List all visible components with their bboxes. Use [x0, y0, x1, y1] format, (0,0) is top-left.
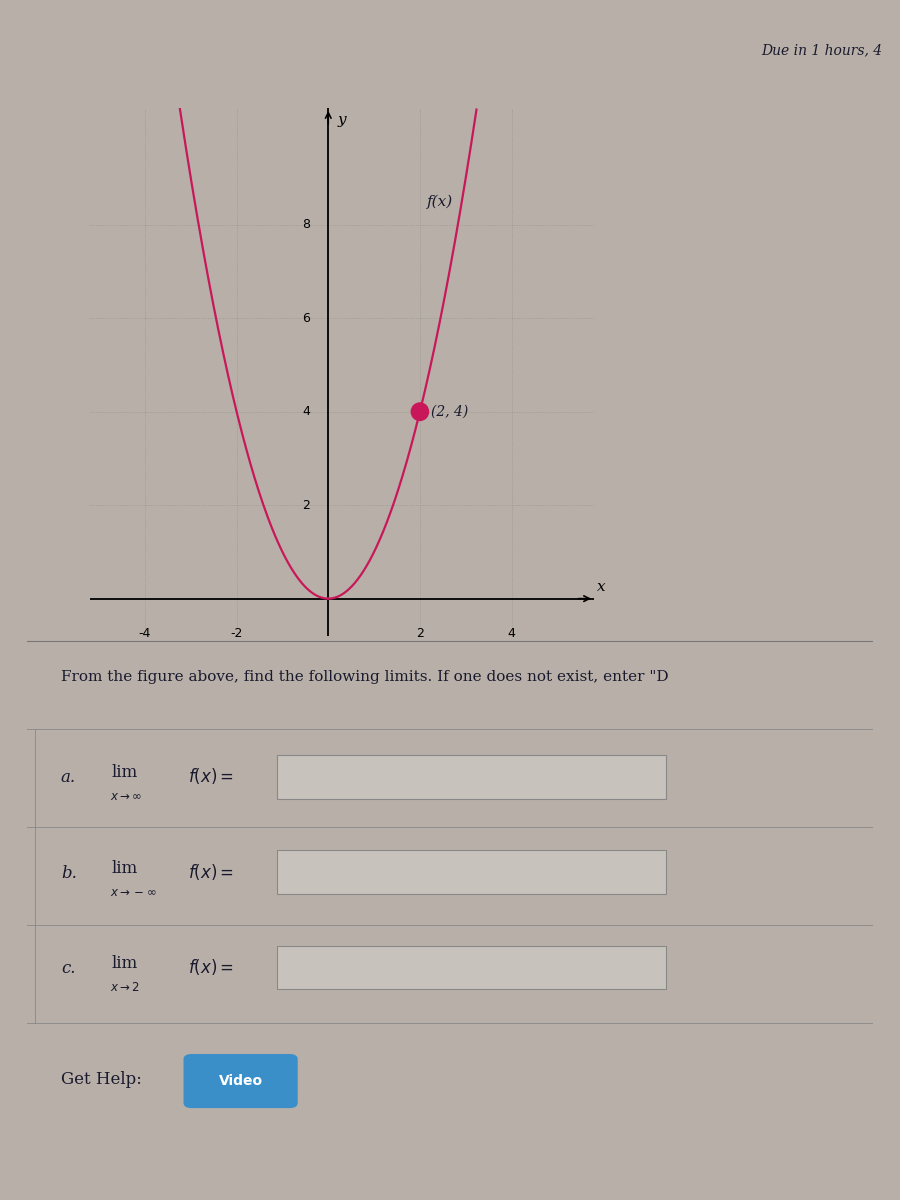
Text: lim: lim [112, 764, 138, 781]
Text: $x \rightarrow \infty$: $x \rightarrow \infty$ [110, 791, 142, 804]
Text: a.: a. [61, 769, 76, 786]
Text: y: y [338, 113, 346, 127]
Text: Video: Video [219, 1074, 263, 1087]
Text: 4: 4 [508, 626, 516, 640]
Text: 2: 2 [416, 626, 424, 640]
Circle shape [411, 403, 428, 420]
Text: b.: b. [61, 865, 76, 882]
Text: 2: 2 [302, 499, 310, 511]
Text: (2, 4): (2, 4) [431, 404, 469, 419]
Text: $x \rightarrow -\infty$: $x \rightarrow -\infty$ [110, 886, 157, 899]
Text: $f(x) =$: $f(x) =$ [188, 767, 234, 786]
Text: x: x [597, 580, 605, 594]
Text: -2: -2 [230, 626, 243, 640]
Text: -4: -4 [139, 626, 151, 640]
Text: $x \rightarrow 2$: $x \rightarrow 2$ [110, 982, 140, 995]
Text: lim: lim [112, 955, 138, 972]
Text: c.: c. [61, 960, 76, 977]
Text: $f(x) =$: $f(x) =$ [188, 958, 234, 977]
Text: f(x): f(x) [427, 194, 453, 209]
Text: Get Help:: Get Help: [61, 1072, 141, 1088]
Text: Due in 1 hours, 4: Due in 1 hours, 4 [760, 43, 882, 58]
Text: 4: 4 [302, 406, 310, 419]
Text: 8: 8 [302, 218, 310, 232]
FancyBboxPatch shape [276, 850, 666, 894]
FancyBboxPatch shape [276, 946, 666, 990]
Text: lim: lim [112, 859, 138, 877]
Text: 6: 6 [302, 312, 310, 325]
Text: From the figure above, find the following limits. If one does not exist, enter ": From the figure above, find the followin… [61, 671, 669, 684]
FancyBboxPatch shape [276, 755, 666, 798]
FancyBboxPatch shape [184, 1054, 298, 1108]
Text: $f(x) =$: $f(x) =$ [188, 862, 234, 882]
